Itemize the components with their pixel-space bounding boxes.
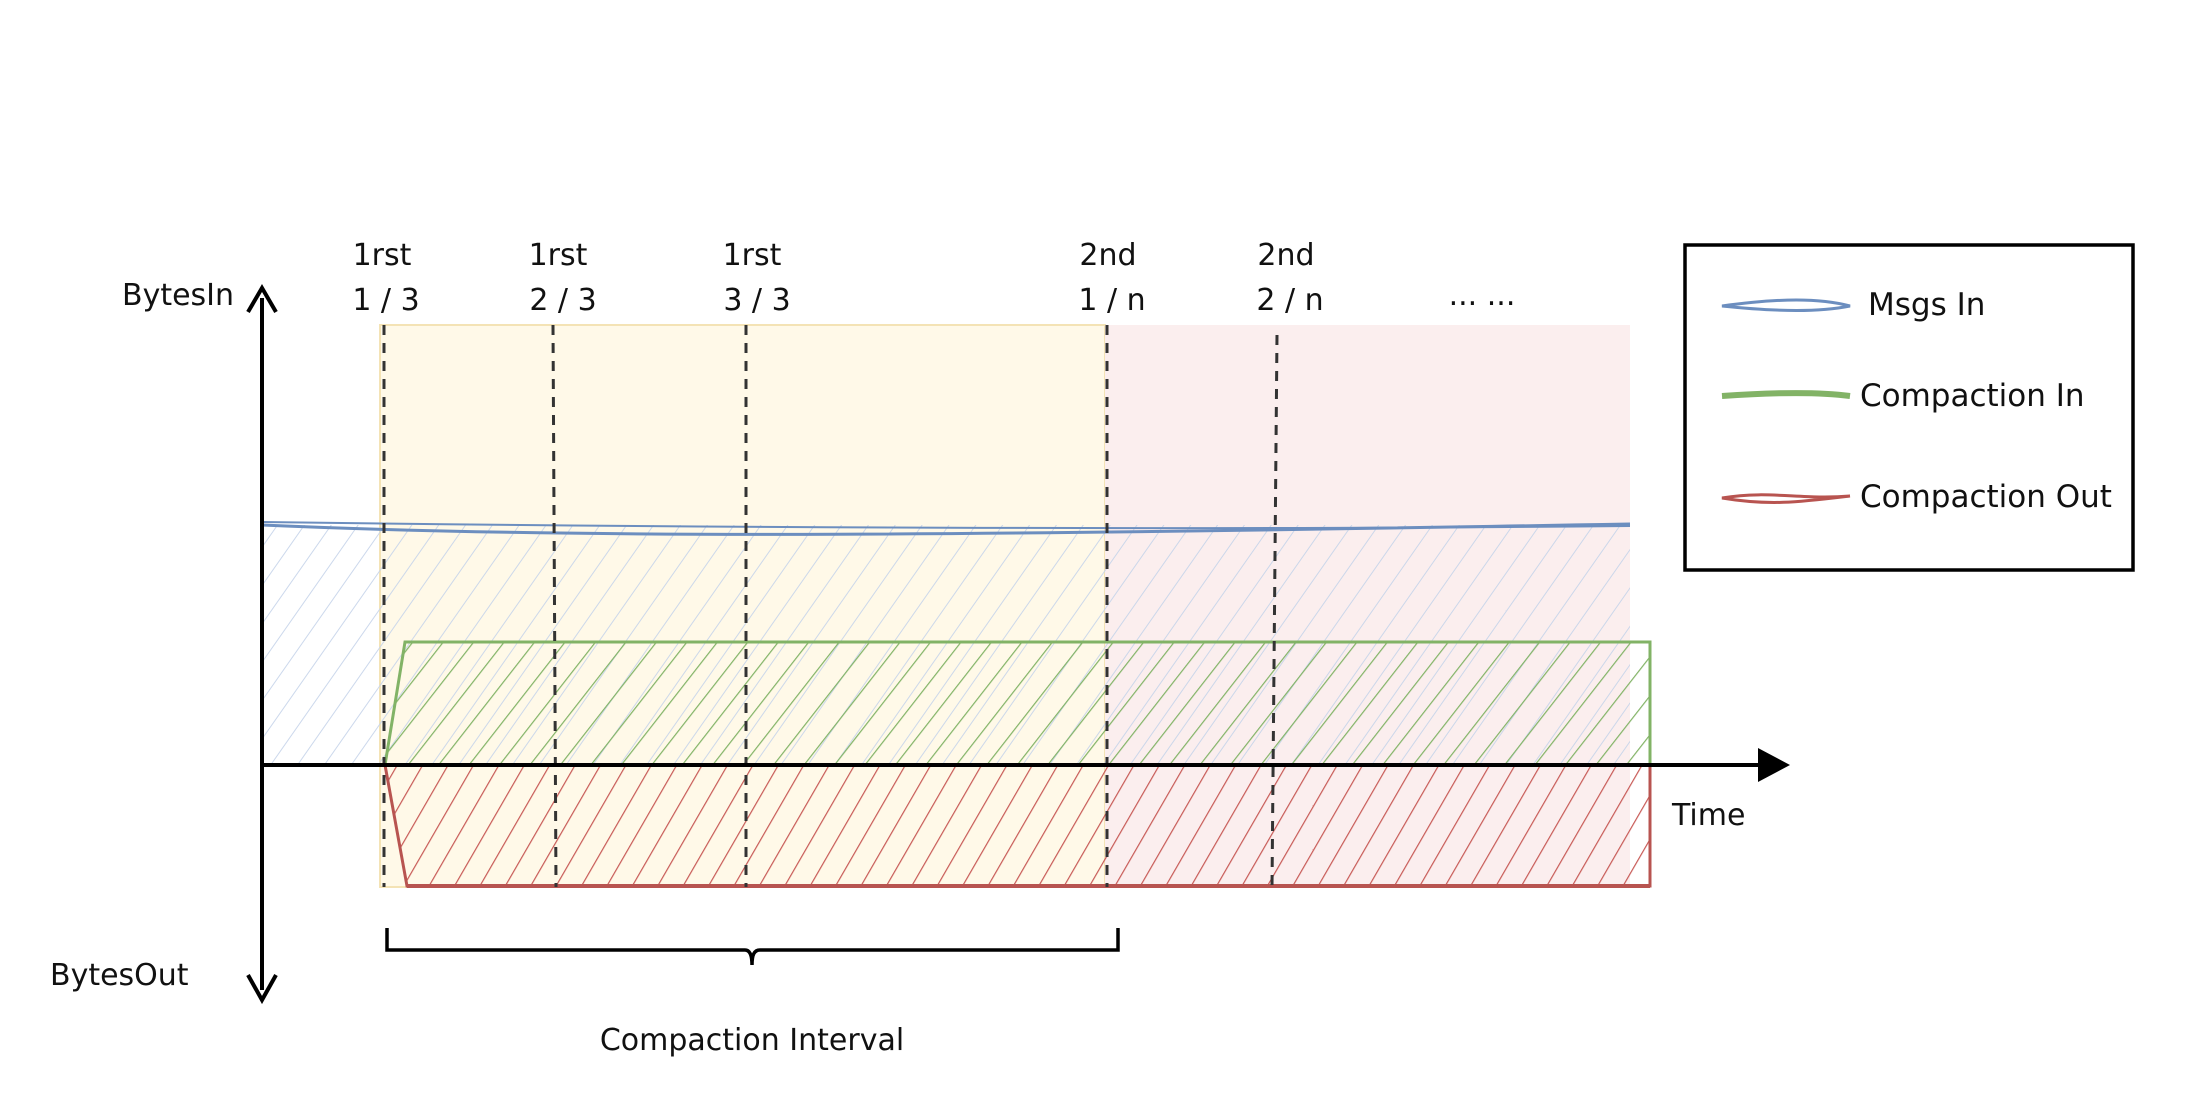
y-axis-up-arrow-icon [246,284,278,314]
marker-line [551,324,558,888]
marker-label-line1: 1rst [723,238,782,273]
marker-label-line2: 2 / n [1256,283,1323,318]
compaction-out-area [383,763,1652,888]
marker-label-line1: 1rst [529,238,588,273]
marker-line [1270,334,1279,888]
compaction-in-area [383,640,1652,767]
legend-swatch-compaction-in [1721,390,1851,399]
x-axis-label: Time [1671,798,1745,833]
legend-box [1683,243,2135,572]
legend-label-compaction-out: Compaction Out [1860,479,2112,515]
y-axis-down-arrow-icon [246,974,278,1005]
y-axis-top-label: BytesIn [122,278,234,313]
legend-swatch-compaction-out [1721,493,1851,504]
msgs-in-line-2 [261,521,1631,530]
marker-lines [382,324,1279,888]
marker-label-line2: 3 / 3 [723,283,790,318]
legend: Msgs In Compaction In Compaction Out [1683,243,2135,572]
legend-label-compaction-in: Compaction In [1860,378,2085,414]
x-axis-arrow-icon [1758,748,1790,782]
y-axis-bottom-label: BytesOut [50,958,189,993]
compaction-interval-label: Compaction Interval [600,1023,904,1058]
marker-label-line1: 1rst [353,238,412,273]
marker-label-line1: 2nd [1079,238,1136,273]
marker-label-line2: 1 / 3 [352,283,419,318]
marker-label-line1: 2nd [1257,238,1314,273]
legend-label-msgs-in: Msgs In [1868,287,1985,323]
marker-labels: 1rst 1 / 3 1rst 2 / 3 1rst 3 / 3 2nd 1 /… [352,238,1515,318]
marker-label-line2: 2 / 3 [529,283,596,318]
marker-label-line2: 1 / n [1078,283,1145,318]
compaction-interval-brace [385,928,1120,966]
legend-swatch-msgs-in [1721,298,1851,312]
marker-label-line2: ... ... [1449,278,1516,313]
